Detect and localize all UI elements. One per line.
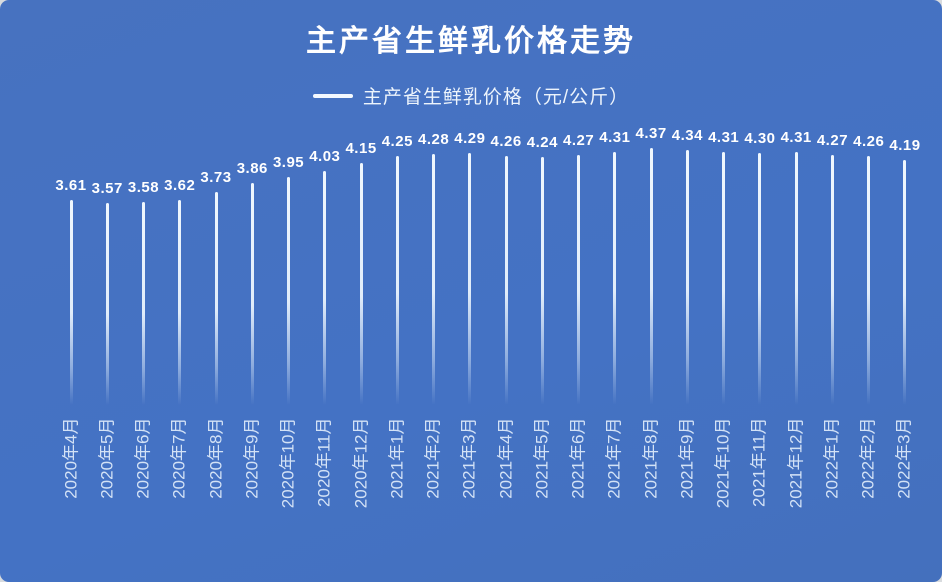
value-label: 4.24 [526,133,558,151]
category-label: 2020年10月 [278,417,298,509]
needle [323,171,327,405]
category-label: 2021年6月 [568,417,588,499]
needle [359,163,363,405]
category-label: 2021年1月 [387,417,407,499]
value-label: 4.34 [671,127,703,145]
category-label: 2021年10月 [713,417,733,509]
needle [830,154,834,405]
needle [178,199,182,405]
value-label: 4.31 [708,129,740,147]
category-label: 2020年7月 [169,417,189,499]
value-label: 3.57 [91,179,123,197]
category-label: 2022年2月 [858,417,878,499]
category-label: 2022年3月 [894,417,914,499]
needle [758,152,762,405]
needle [504,155,508,405]
category-label: 2020年12月 [351,417,371,509]
category-label: 2021年8月 [641,417,661,499]
value-label: 4.25 [381,133,413,151]
needle [613,152,617,405]
value-label: 4.26 [490,132,522,150]
value-label: 4.30 [744,129,776,147]
needle [468,153,472,405]
value-label: 3.62 [164,176,196,194]
value-label: 4.29 [454,130,486,148]
value-label: 3.86 [236,160,268,178]
value-label: 3.61 [55,177,87,195]
legend-label: 主产省生鲜乳价格（元/公斤） [362,87,630,108]
value-label: 4.31 [599,129,631,147]
needle [69,200,73,405]
needle [287,176,291,405]
category-label: 2020年8月 [206,417,226,499]
value-label: 4.27 [563,131,595,149]
category-label: 2022年1月 [822,417,842,499]
needle [577,154,581,405]
value-label: 4.03 [309,148,341,166]
needle [214,191,218,405]
category-label: 2021年3月 [459,417,479,499]
legend: 主产省生鲜乳价格（元/公斤） [0,82,942,109]
value-label: 4.15 [345,140,377,158]
category-label: 2020年5月 [97,417,117,499]
needle [142,202,146,405]
category-label: 2021年9月 [677,417,697,499]
category-label: 2021年4月 [496,417,516,499]
value-label: 3.73 [200,168,232,186]
needle [794,152,798,405]
needle [395,156,399,405]
needle [867,155,871,405]
value-label: 4.19 [889,137,921,155]
value-label: 4.37 [635,124,667,142]
legend-line-icon [312,93,353,98]
category-label: 2021年2月 [423,417,443,499]
needle [722,152,726,405]
category-label: 2020年9月 [242,417,262,499]
value-label: 3.95 [272,153,305,171]
category-label: 2020年11月 [314,417,334,507]
needle [649,147,653,405]
needle [250,183,254,405]
needle [540,156,544,405]
needle [105,202,109,405]
category-label: 2021年11月 [749,417,769,507]
category-label: 2021年7月 [604,417,624,499]
category-label: 2020年4月 [61,417,80,499]
value-label: 4.27 [816,131,849,149]
value-label: 4.31 [780,129,812,147]
needle [903,160,907,405]
value-label: 4.26 [853,132,885,150]
needle [685,150,689,405]
value-label: 3.58 [127,179,160,197]
needle [432,154,436,405]
category-label: 2021年12月 [786,417,806,509]
chart-title: 主产省生鲜乳价格走势 [306,25,636,58]
value-label: 4.28 [417,131,450,149]
category-label: 2020年6月 [133,417,153,499]
category-label: 2021年5月 [532,417,552,499]
